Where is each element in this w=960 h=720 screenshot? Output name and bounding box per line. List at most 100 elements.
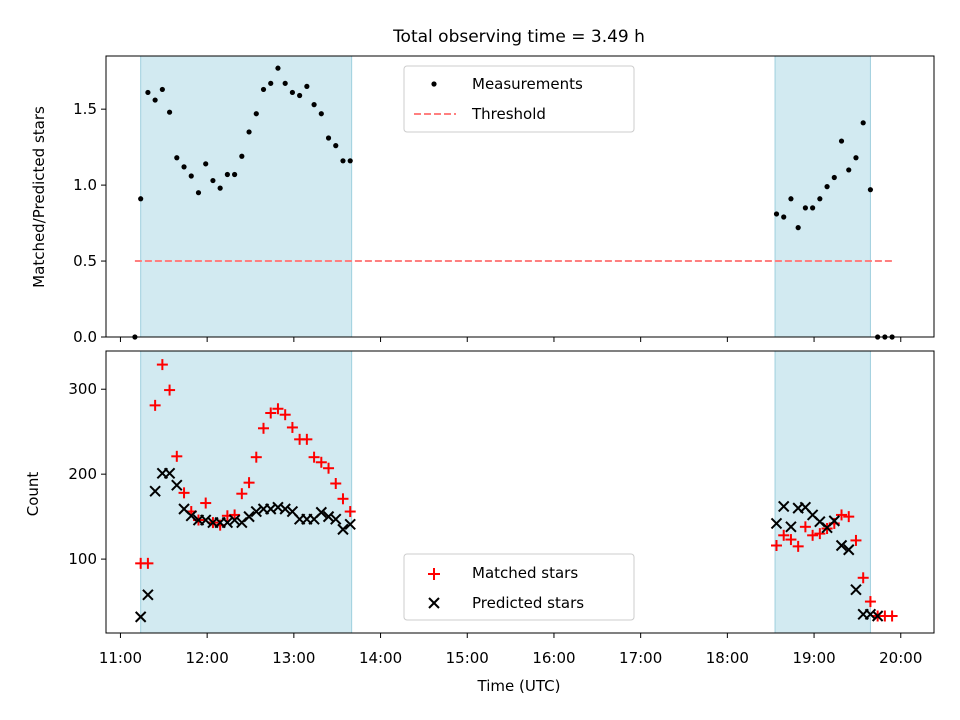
measurement-point [232,171,238,178]
top-legend: Measurements Threshold [403,65,635,133]
predicted-star-point [134,611,147,623]
predicted-star-point [337,523,349,536]
measurement-point [145,89,151,96]
top-y-axis: 0.0 0.5 1.0 1.5 [73,100,106,346]
predicted-star-point [199,514,212,526]
measurement-point [289,89,296,96]
predicted-stars-layer [134,467,884,623]
matched-star-point [171,450,183,462]
predicted-star-point [843,544,855,556]
measurements-layer [132,65,895,340]
measurement-point [282,80,288,86]
measurement-point [253,111,259,117]
top-observing-window-1 [140,55,353,338]
measurement-point [275,65,281,71]
bottom-plot-frame [105,350,935,634]
matched-star-point [330,478,342,490]
measurement-point [340,158,346,164]
predicted-star-point [149,485,161,497]
predicted-star-point [163,467,176,480]
predicted-star-point [243,510,255,523]
top-legend-box [403,65,635,133]
predicted-star-point [850,583,862,596]
predicted-star-point [835,539,848,552]
predicted-star-point [228,514,241,526]
bottom-y-axis: 100 200 300 [68,380,106,568]
predicted-star-point [770,517,783,530]
x-tick-label: 11:00 [99,649,142,667]
top-y-axis-label: Matched/Predicted stars [30,106,48,288]
matched-star-point [814,528,826,540]
top-observing-window-2 [774,55,871,338]
top-panel: 0.0 0.5 1.0 1.5 Matched/Predicted stars Mea… [30,55,935,346]
x-tick-label: 18:00 [706,649,749,667]
bottom-legend-box [403,553,635,621]
matched-star-point [149,399,161,411]
measurement-point [311,102,317,108]
measurement-point [304,83,310,89]
measurement-point [297,92,303,99]
measurement-point [246,129,252,135]
predicted-star-point [279,503,291,515]
measurement-point [817,196,823,202]
measurement-point [773,211,780,217]
measurement-point [138,196,144,202]
bottom-y-tick-label: 100 [68,550,97,568]
bottom-observing-windows [140,350,871,634]
matched-star-point [308,451,320,463]
top-y-tick-label: 1.0 [73,176,97,194]
matched-star-point [850,534,862,546]
matched-star-point [836,509,848,521]
top-observing-windows [140,55,871,338]
matched-star-point [178,487,190,499]
matched-star-point [142,557,154,569]
bottom-observing-window-2 [774,350,871,634]
matched-star-point [323,462,335,474]
matched-star-point [864,596,876,608]
matched-star-point [200,497,212,509]
measurement-point [838,138,845,144]
matched-star-point [286,421,298,433]
measurement-point [333,143,339,149]
predicted-star-point [250,505,262,518]
x-axis-label: Time (UTC) [477,677,561,695]
measurement-point [867,187,874,193]
matched-star-point [843,511,855,523]
matched-star-point [229,509,241,521]
measurement-point [853,155,859,161]
matched-star-point [258,422,270,434]
measurement-point [239,153,245,159]
measurement-point [195,190,202,196]
matched-star-point [279,409,291,421]
matched-star-point [164,384,176,396]
predicted-star-point [828,515,841,527]
legend-label-matched: Matched stars [472,564,578,582]
matched-star-point [778,529,790,541]
x-tick-label: 12:00 [186,649,229,667]
matched-star-point [785,534,797,546]
measurement-point [802,205,808,211]
legend-marker-measurements [431,81,437,87]
bottom-legend: Matched stars Predicted stars [403,553,635,621]
top-y-tick-label: 0.5 [73,252,97,270]
measurement-point [347,158,353,164]
bottom-panel: 100 200 300 11:00 12:00 13:00 14:00 15:00 16:00… [24,350,935,695]
x-tick-label: 17:00 [619,649,662,667]
matched-star-point [315,456,327,468]
measurement-point [268,80,274,86]
measurement-point [846,167,852,173]
predicted-star-point [344,518,356,530]
measurement-point [166,109,173,115]
measurement-point [831,174,837,181]
predicted-star-point [171,479,183,491]
top-y-tick-label: 0.0 [73,328,97,346]
measurement-point [325,135,332,141]
legend-label-measurements: Measurements [472,75,583,93]
predicted-star-point [871,610,884,622]
predicted-star-point [785,521,797,533]
x-tick-label: 19:00 [792,649,835,667]
bottom-y-tick-label: 300 [68,380,97,398]
matched-star-point [857,572,869,584]
legend-marker-matched [428,568,440,580]
